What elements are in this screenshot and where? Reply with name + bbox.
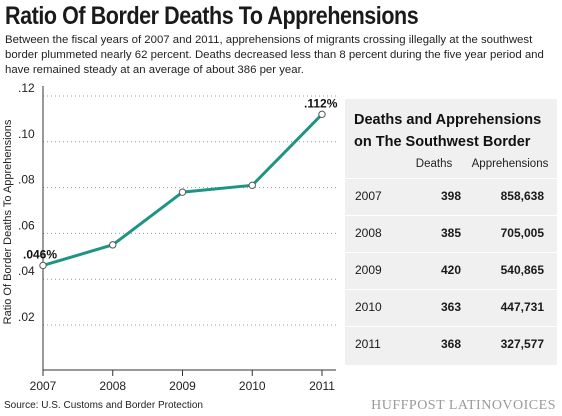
table-row: 2010 363 447,731 bbox=[345, 289, 557, 325]
cell-apprehensions: 540,865 bbox=[500, 263, 544, 277]
x-tick-label: 2010 bbox=[239, 379, 266, 393]
y-tick-label: .08 bbox=[18, 173, 35, 187]
data-table: Deaths and Apprehensions on The Southwes… bbox=[345, 99, 557, 365]
y-tick-label: .12 bbox=[18, 81, 35, 95]
x-tick-label: 2009 bbox=[169, 379, 196, 393]
cell-apprehensions: 447,731 bbox=[500, 300, 544, 314]
y-tick-label: .06 bbox=[18, 218, 35, 232]
row-divider bbox=[345, 215, 557, 216]
column-header-deaths: Deaths bbox=[415, 158, 453, 170]
line-chart: .02 .04 .06 .08 .10 .12 2007 2008 2009 2010 2011 Ra… bbox=[2, 81, 338, 393]
x-tick-label: 2008 bbox=[99, 379, 126, 393]
data-point bbox=[109, 241, 117, 249]
cell-apprehensions: 705,005 bbox=[500, 226, 544, 240]
table-title: Deaths and Apprehensions on The Southwes… bbox=[354, 112, 542, 150]
chart-title: Ratio Of Border Deaths To Apprehensions bbox=[5, 2, 419, 30]
column-header-apprehensions: Apprehensions bbox=[471, 158, 549, 170]
cell-year: 2011 bbox=[355, 337, 381, 351]
data-point bbox=[318, 110, 326, 119]
source-note: Source: U.S. Customs and Border Protecti… bbox=[4, 400, 203, 411]
data-point bbox=[178, 188, 187, 196]
cell-year: 2007 bbox=[355, 189, 382, 203]
cell-deaths: 363 bbox=[440, 300, 461, 314]
cell-year: 2008 bbox=[355, 226, 382, 240]
row-divider bbox=[345, 252, 557, 253]
data-point bbox=[248, 181, 256, 190]
y-tick-label: .02 bbox=[18, 310, 35, 324]
table-row: 2008 385 705,005 bbox=[345, 215, 557, 251]
cell-deaths: 368 bbox=[440, 337, 461, 351]
row-divider bbox=[345, 178, 557, 179]
data-point bbox=[39, 261, 47, 270]
brand-logo: HUFFPOST LATINOVOICES bbox=[371, 398, 556, 413]
y-tick-label: .10 bbox=[18, 127, 35, 141]
cell-year: 2009 bbox=[355, 263, 382, 277]
y-axis-label: Ratio Of Border Deaths To Apprehensions bbox=[2, 119, 14, 324]
row-divider bbox=[345, 289, 557, 290]
cell-apprehensions: 327,577 bbox=[500, 337, 544, 351]
table-row: 2011 368 327,577 bbox=[345, 326, 557, 362]
data-label: .046% bbox=[23, 247, 57, 261]
y-tick-label: .04 bbox=[18, 264, 35, 278]
chart-subtitle: Between the fiscal years of 2007 and 201… bbox=[5, 34, 544, 76]
cell-deaths: 398 bbox=[440, 189, 461, 203]
cell-year: 2010 bbox=[355, 300, 382, 314]
table-row: 2009 420 540,865 bbox=[345, 252, 557, 288]
row-divider bbox=[345, 326, 557, 327]
cell-deaths: 385 bbox=[440, 226, 461, 240]
table-row: 2007 398 858,638 bbox=[345, 178, 557, 214]
data-label: .112% bbox=[304, 96, 338, 110]
cell-apprehensions: 858,638 bbox=[500, 189, 544, 203]
x-tick-label: 2007 bbox=[30, 379, 57, 393]
cell-deaths: 420 bbox=[440, 263, 461, 277]
x-tick-label: 2011 bbox=[309, 379, 335, 393]
